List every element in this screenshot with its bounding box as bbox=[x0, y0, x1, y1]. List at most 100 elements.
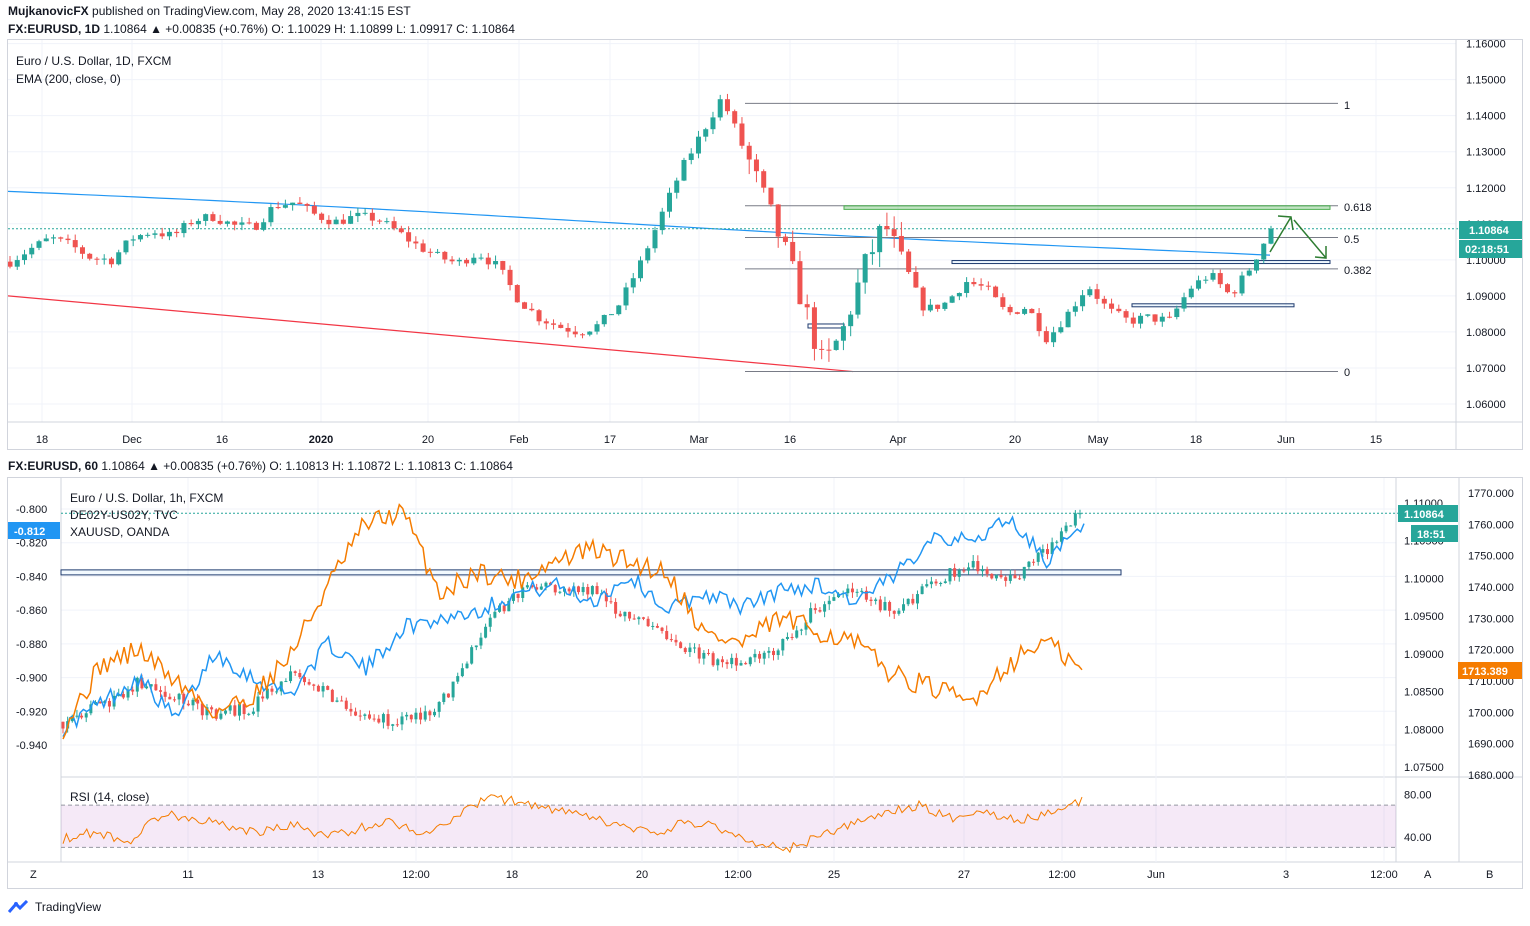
spread-tag-bg bbox=[8, 522, 60, 539]
daily-chart-pane[interactable]: Euro / U.S. Dollar, 1D, FXCM EMA (200, c… bbox=[7, 39, 1523, 450]
hourly-candle bbox=[242, 704, 246, 715]
daily-candle bbox=[971, 282, 977, 285]
author-name[interactable]: MujkanovicFX bbox=[8, 4, 89, 18]
daily-candle bbox=[1188, 288, 1194, 298]
daily-time-tick: 17 bbox=[604, 434, 616, 446]
hourly-candle bbox=[980, 569, 984, 572]
daily-candle bbox=[79, 247, 85, 254]
tradingview-logo-icon bbox=[8, 900, 29, 913]
hourly-time-tick: 3 bbox=[1283, 869, 1289, 881]
hourly-candle bbox=[906, 598, 910, 605]
hourly-candle bbox=[665, 631, 669, 640]
daily-countdown-tag: 02:18:51 bbox=[1465, 244, 1509, 256]
daily-time-tick: Dec bbox=[122, 434, 142, 446]
hourly-candle bbox=[261, 696, 265, 699]
hourly-chart-svg[interactable]: Euro / U.S. Dollar, 1h, FXCM DE02Y-US02Y… bbox=[8, 478, 1522, 888]
b-button[interactable]: B bbox=[1486, 869, 1493, 881]
hourly-candle bbox=[604, 593, 608, 602]
auto-scale-button[interactable]: A bbox=[1424, 869, 1432, 881]
hourly-time-tick: 18 bbox=[506, 869, 518, 881]
daily-candle bbox=[1014, 312, 1020, 314]
daily-candle bbox=[1203, 279, 1209, 281]
hourly-candle bbox=[302, 677, 306, 683]
daily-candle bbox=[87, 253, 93, 259]
daily-candle bbox=[1007, 306, 1013, 313]
daily-candle bbox=[1239, 275, 1245, 294]
daily-candle bbox=[558, 324, 564, 328]
daily-chart-svg[interactable]: Euro / U.S. Dollar, 1D, FXCM EMA (200, c… bbox=[8, 40, 1522, 449]
hourly-candle bbox=[902, 604, 906, 611]
hourly-candle bbox=[790, 636, 794, 638]
hourly-candle bbox=[289, 671, 293, 682]
gold-tick: 1720.000 bbox=[1468, 645, 1514, 657]
daily-candle bbox=[1000, 297, 1006, 307]
daily-candle bbox=[471, 257, 477, 264]
hourly-chart-pane[interactable]: Euro / U.S. Dollar, 1h, FXCM DE02Y-US02Y… bbox=[7, 477, 1523, 889]
daily-candle bbox=[1065, 311, 1071, 328]
daily-candle bbox=[1159, 316, 1165, 322]
daily-candle bbox=[949, 296, 955, 303]
daily-price-tick: 1.06000 bbox=[1466, 399, 1506, 411]
hourly-candle bbox=[614, 601, 618, 614]
fib-labels: 1 0.618 0.5 0.382 0 bbox=[1344, 100, 1372, 379]
hourly-candle bbox=[581, 586, 585, 593]
hourly-candle bbox=[1027, 561, 1031, 567]
ema-200-line bbox=[8, 190, 1271, 256]
daily-candle bbox=[1254, 259, 1260, 271]
support-resistance-zone bbox=[1131, 303, 1295, 308]
spread-tick: -0.940 bbox=[16, 740, 47, 752]
daily-candle bbox=[1109, 303, 1115, 309]
daily-candle bbox=[369, 212, 375, 221]
daily-price-tick: 1.13000 bbox=[1466, 147, 1506, 159]
hourly-candle bbox=[340, 700, 344, 702]
hourly-candle bbox=[275, 691, 279, 693]
daily-candle bbox=[297, 202, 303, 204]
tradingview-brand[interactable]: TradingView bbox=[8, 900, 101, 914]
hourly-candle bbox=[1008, 575, 1012, 581]
hourly-time-tick: 20 bbox=[636, 869, 648, 881]
daily-candle bbox=[601, 314, 607, 325]
zoom-z-button[interactable]: Z bbox=[30, 869, 37, 881]
hourly-candle bbox=[488, 617, 492, 627]
daily-candle bbox=[72, 240, 78, 248]
daily-candle bbox=[761, 171, 767, 188]
daily-candle bbox=[58, 237, 64, 239]
hourly-candle bbox=[669, 639, 673, 641]
daily-candle bbox=[935, 304, 941, 309]
daily-candle bbox=[507, 269, 513, 286]
hourly-countdown-tag: 18:51 bbox=[1417, 529, 1445, 541]
daily-candle bbox=[1080, 295, 1086, 307]
hourly-candle bbox=[437, 701, 441, 712]
gold-tick: 1690.000 bbox=[1468, 739, 1514, 751]
hourly-candle bbox=[121, 694, 125, 698]
hourly-candle bbox=[762, 652, 766, 659]
daily-candle bbox=[340, 219, 346, 224]
spread-tag: -0.812 bbox=[14, 526, 45, 538]
hourly-candle bbox=[744, 663, 748, 665]
gold-tag-bg bbox=[1458, 662, 1522, 679]
hourly-time-tick: 27 bbox=[958, 869, 970, 881]
hourly-candle bbox=[943, 581, 947, 584]
daily-candle bbox=[355, 212, 361, 217]
hourly-candle bbox=[159, 690, 163, 692]
daily-candle bbox=[1152, 314, 1158, 322]
daily-candle bbox=[920, 287, 926, 311]
hourly-candle bbox=[409, 714, 413, 720]
hourly-candle bbox=[688, 647, 692, 653]
daily-candle bbox=[1225, 284, 1231, 293]
hourly-price-tick: 1.10000 bbox=[1404, 573, 1444, 585]
hourly-candle bbox=[126, 689, 130, 698]
daily-candle bbox=[188, 223, 194, 225]
hourly-candle bbox=[911, 598, 915, 604]
daily-candle bbox=[493, 261, 499, 265]
daily-candle bbox=[1123, 311, 1129, 318]
hourly-candle bbox=[544, 582, 548, 587]
down-arrow-projection bbox=[1293, 219, 1327, 259]
daily-candle bbox=[797, 261, 803, 305]
hourly-candle bbox=[628, 611, 632, 619]
daily-candle bbox=[645, 248, 651, 261]
spread-tick: -0.860 bbox=[16, 605, 47, 617]
daily-candle bbox=[993, 286, 999, 298]
daily-candle bbox=[464, 259, 470, 264]
daily-candle bbox=[319, 213, 325, 220]
